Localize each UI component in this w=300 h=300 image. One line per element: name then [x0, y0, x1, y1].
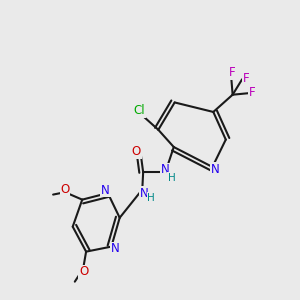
Text: O: O: [60, 183, 70, 196]
Text: N: N: [210, 163, 219, 176]
Text: Cl: Cl: [134, 104, 146, 117]
Text: N: N: [111, 242, 119, 256]
Text: H: H: [168, 172, 176, 183]
Text: F: F: [249, 86, 256, 99]
Text: N: N: [140, 187, 148, 200]
Text: F: F: [243, 72, 250, 85]
Text: N: N: [101, 184, 110, 196]
Text: F: F: [229, 66, 235, 79]
Text: N: N: [160, 164, 169, 176]
Text: H: H: [147, 193, 155, 203]
Text: O: O: [79, 266, 88, 278]
Text: O: O: [132, 145, 141, 158]
